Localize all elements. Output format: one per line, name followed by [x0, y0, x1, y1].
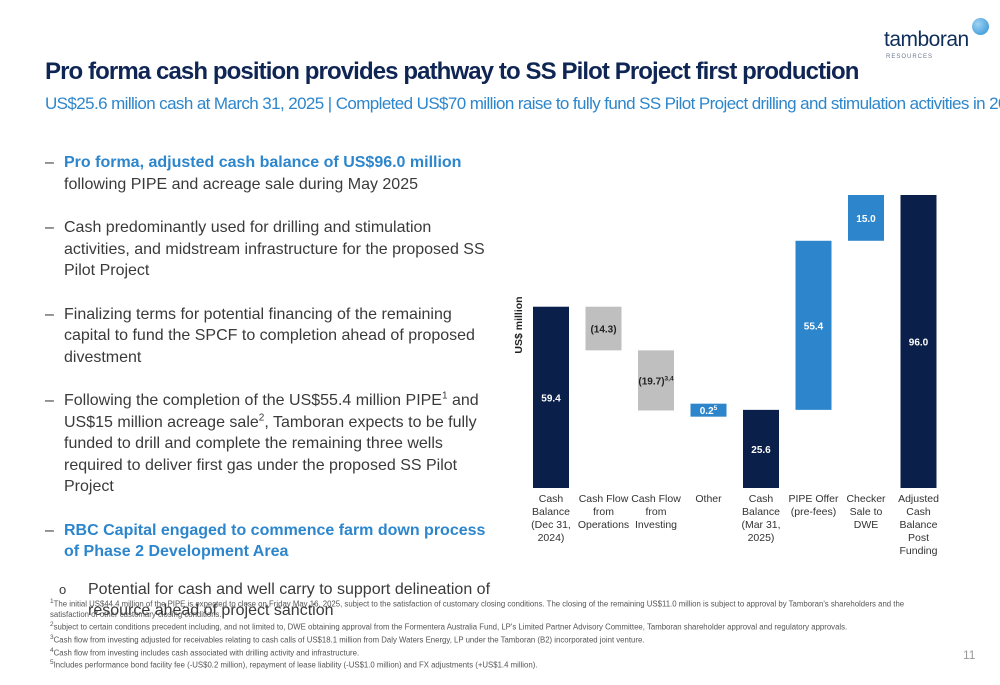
- category-label-5: PIPE Offer (pre-fees): [789, 493, 839, 518]
- bullet-text: Following the completion of the US$55.4 …: [64, 392, 442, 409]
- tamboran-logo: tamboran RESOURCES: [880, 18, 990, 62]
- bar-0: [533, 306, 569, 488]
- bullet-text: Cash predominantly used for drilling and…: [64, 219, 485, 279]
- bullet-highlight: RBC Capital engaged to commence farm dow…: [64, 521, 486, 561]
- bar-6: [848, 195, 884, 241]
- logo-wordmark: tamboran: [884, 28, 969, 51]
- footnote-ref: 2: [258, 412, 265, 424]
- footnote-ref: 1: [441, 390, 448, 402]
- value-label-3: 0.25: [700, 405, 718, 417]
- bullet-pro-forma: – Pro forma, adjusted cash balance of US…: [45, 152, 495, 195]
- value-label-4: 25.6: [751, 445, 771, 456]
- footnote-2: 2subject to certain conditions precedent…: [50, 621, 848, 632]
- category-label-7: Adjusted Cash Balance Post Funding: [898, 493, 939, 557]
- value-label-7: 96.0: [909, 338, 929, 349]
- bar-4: [743, 409, 779, 488]
- bullet-list: – Pro forma, adjusted cash balance of US…: [45, 152, 495, 622]
- category-label-4: Cash Balance (Mar 31, 2025): [741, 493, 780, 544]
- bullet-pipe-completion: – Following the completion of the US$55.…: [45, 390, 495, 498]
- bullet-financing: – Finalizing terms for potential financi…: [45, 304, 495, 369]
- page-subtitle: US$25.6 million cash at March 31, 2025 |…: [45, 94, 1000, 113]
- bullet-rbc: – RBC Capital engaged to commence farm d…: [45, 520, 495, 563]
- footnote-4: 4Cash flow from investing includes cash …: [50, 646, 360, 658]
- page-number: 11: [963, 648, 976, 662]
- category-labels-group: Cash Balance (Dec 31, 2024)Cash Flow from Ope…: [531, 493, 939, 557]
- value-label-6: 15.0: [856, 214, 876, 225]
- footnote-1: 1The initial US$44.4 million of the PIPE…: [50, 598, 905, 619]
- category-label-3: Other: [695, 493, 722, 505]
- bullet-cash-usage: – Cash predominantly used for drilling a…: [45, 217, 495, 282]
- circle-marker: o: [59, 581, 67, 597]
- footnote-5: 5Includes performance bond facility fee …: [50, 659, 538, 670]
- bars-group: [533, 195, 937, 488]
- bullet-text: , Tamboran expects to be fully funded to…: [64, 413, 477, 496]
- bullet-highlight: Pro forma, adjusted cash balance of US$9…: [64, 154, 462, 171]
- footnotes: 1The initial US$44.4 million of the PIPE…: [50, 597, 940, 671]
- dash-marker: –: [45, 154, 54, 171]
- value-label-0: 59.4: [541, 393, 561, 404]
- logo-subtext: RESOURCES: [886, 54, 934, 60]
- bar-1: [585, 306, 622, 351]
- dash-marker: –: [45, 392, 54, 409]
- bar-2: [638, 350, 674, 411]
- dash-marker: –: [45, 219, 54, 236]
- bar-5: [795, 240, 832, 410]
- bar-3: [690, 403, 727, 417]
- bar-7: [900, 195, 937, 488]
- value-label-5: 55.4: [804, 321, 824, 332]
- bullet-text: Finalizing terms for potential financing…: [64, 305, 475, 366]
- page-title: Pro forma cash position provides pathway…: [45, 58, 859, 85]
- footnote-3: 3Cash flow from investing adjusted for r…: [50, 633, 645, 645]
- value-label-1: (14.3): [590, 325, 616, 336]
- waterfall-chart: 59.4(14.3)(19.7)3,40.2525.655.415.096.0 …: [513, 195, 939, 557]
- subbullet-cash-carry: o Potential for cash and well carry to s…: [45, 579, 495, 622]
- category-label-2: Cash Flow from Investing: [631, 493, 681, 531]
- dash-marker: –: [45, 305, 54, 323]
- subbullet-text: Potential for cash and well carry to sup…: [88, 580, 491, 620]
- bullet-text: following PIPE and acreage sale during M…: [64, 175, 418, 193]
- category-label-1: Cash Flow from Operations: [578, 493, 629, 531]
- logo-dot-icon: [972, 18, 989, 35]
- dash-marker: –: [45, 521, 54, 539]
- category-label-0: Cash Balance (Dec 31, 2024): [531, 493, 571, 544]
- y-axis-label: US$ million: [513, 296, 525, 353]
- category-label-6: Checker Sale to DWE: [846, 493, 886, 531]
- bullet-text: and US$15 million acreage sale: [64, 392, 479, 431]
